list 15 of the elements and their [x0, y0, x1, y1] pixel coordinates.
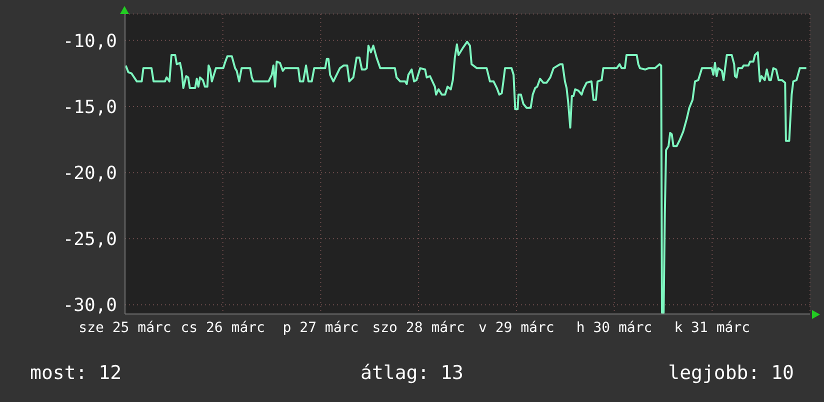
y-tick-label: -30,0: [62, 295, 117, 316]
text: átlag: 13: [360, 362, 464, 384]
x-tick-label: szo 28 márc: [372, 320, 465, 336]
x-tick-label: h 30 márc: [576, 320, 652, 336]
x-tick-label: sze 25 márc: [78, 320, 172, 336]
y-tick-label: -15,0: [62, 96, 117, 118]
text: most: 12: [30, 362, 122, 384]
text: legjobb: 10: [668, 362, 794, 384]
x-tick-label: k 31 márc: [674, 320, 750, 336]
y-tick-label: -20,0: [62, 162, 117, 184]
y-tick-label: -10,0: [62, 30, 117, 52]
y-tick-label: -25,0: [62, 229, 117, 250]
x-tick-label: v 29 márc: [478, 320, 554, 336]
x-tick-label: cs 26 márc: [180, 320, 266, 336]
x-tick-label: p 27 márc: [282, 320, 359, 336]
